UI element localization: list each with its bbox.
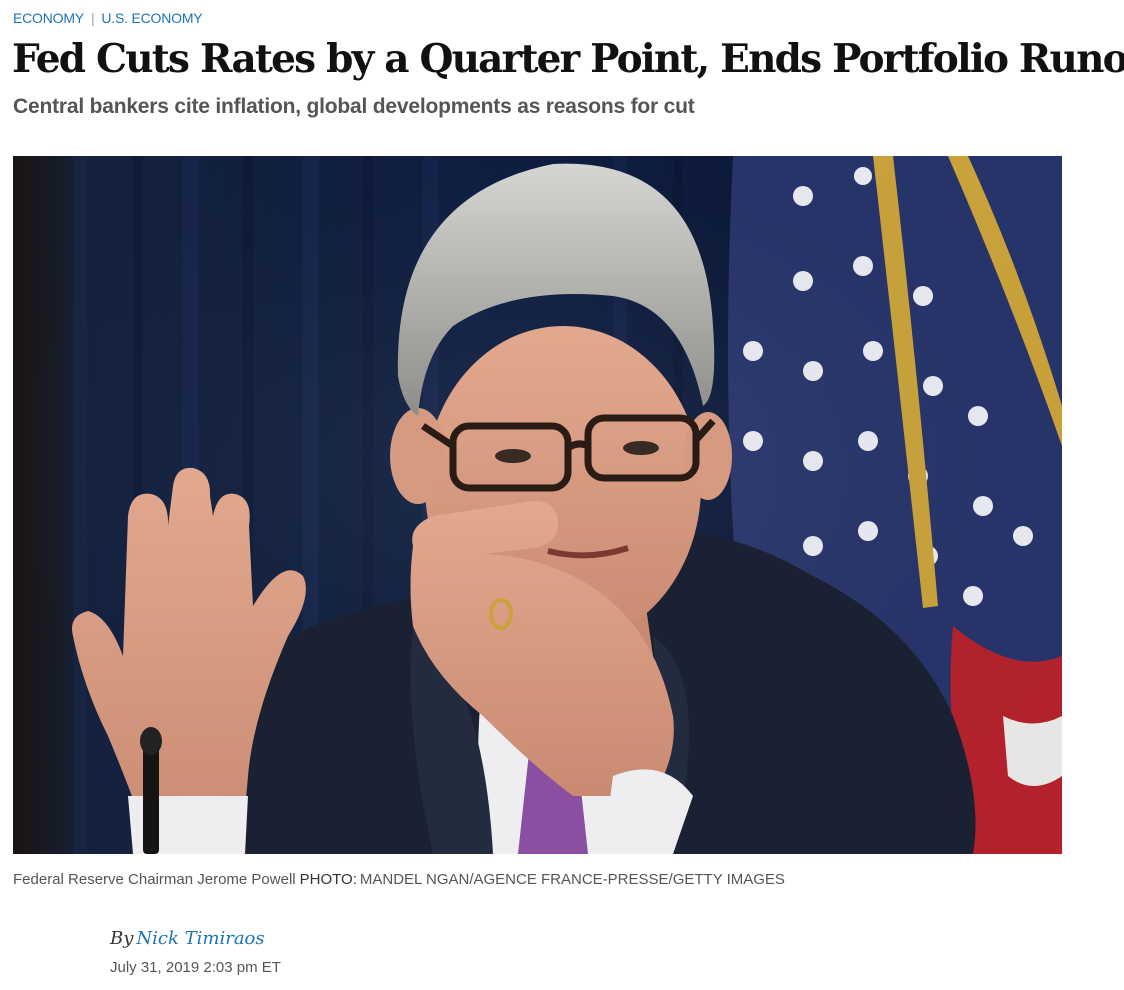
- article-byline: By Nick Timiraos: [110, 927, 265, 951]
- breadcrumb-separator: |: [90, 10, 95, 26]
- photo-illustration: [13, 156, 1062, 854]
- article-hero-photo[interactable]: [13, 156, 1062, 854]
- breadcrumb-economy-link[interactable]: ECONOMY: [13, 10, 84, 26]
- author-link[interactable]: Nick Timiraos: [136, 928, 265, 949]
- breadcrumb: ECONOMY | U.S. ECONOMY: [13, 9, 203, 27]
- caption-text: Federal Reserve Chairman Jerome Powell: [13, 871, 296, 888]
- breadcrumb-us-economy-link[interactable]: U.S. ECONOMY: [101, 10, 203, 26]
- article-dek: Central bankers cite inflation, global d…: [13, 95, 695, 118]
- photo-caption: Federal Reserve Chairman Jerome Powell PH…: [13, 871, 785, 889]
- photo-credit: MANDEL NGAN/AGENCE FRANCE-PRESSE/GETTY I…: [359, 871, 785, 888]
- article-timestamp: July 31, 2019 2:03 pm ET: [110, 959, 281, 976]
- byline-prefix: By: [110, 928, 134, 949]
- photo-credit-label: PHOTO:: [299, 871, 357, 888]
- article-headline: Fed Cuts Rates by a Quarter Point, Ends …: [12, 36, 1124, 82]
